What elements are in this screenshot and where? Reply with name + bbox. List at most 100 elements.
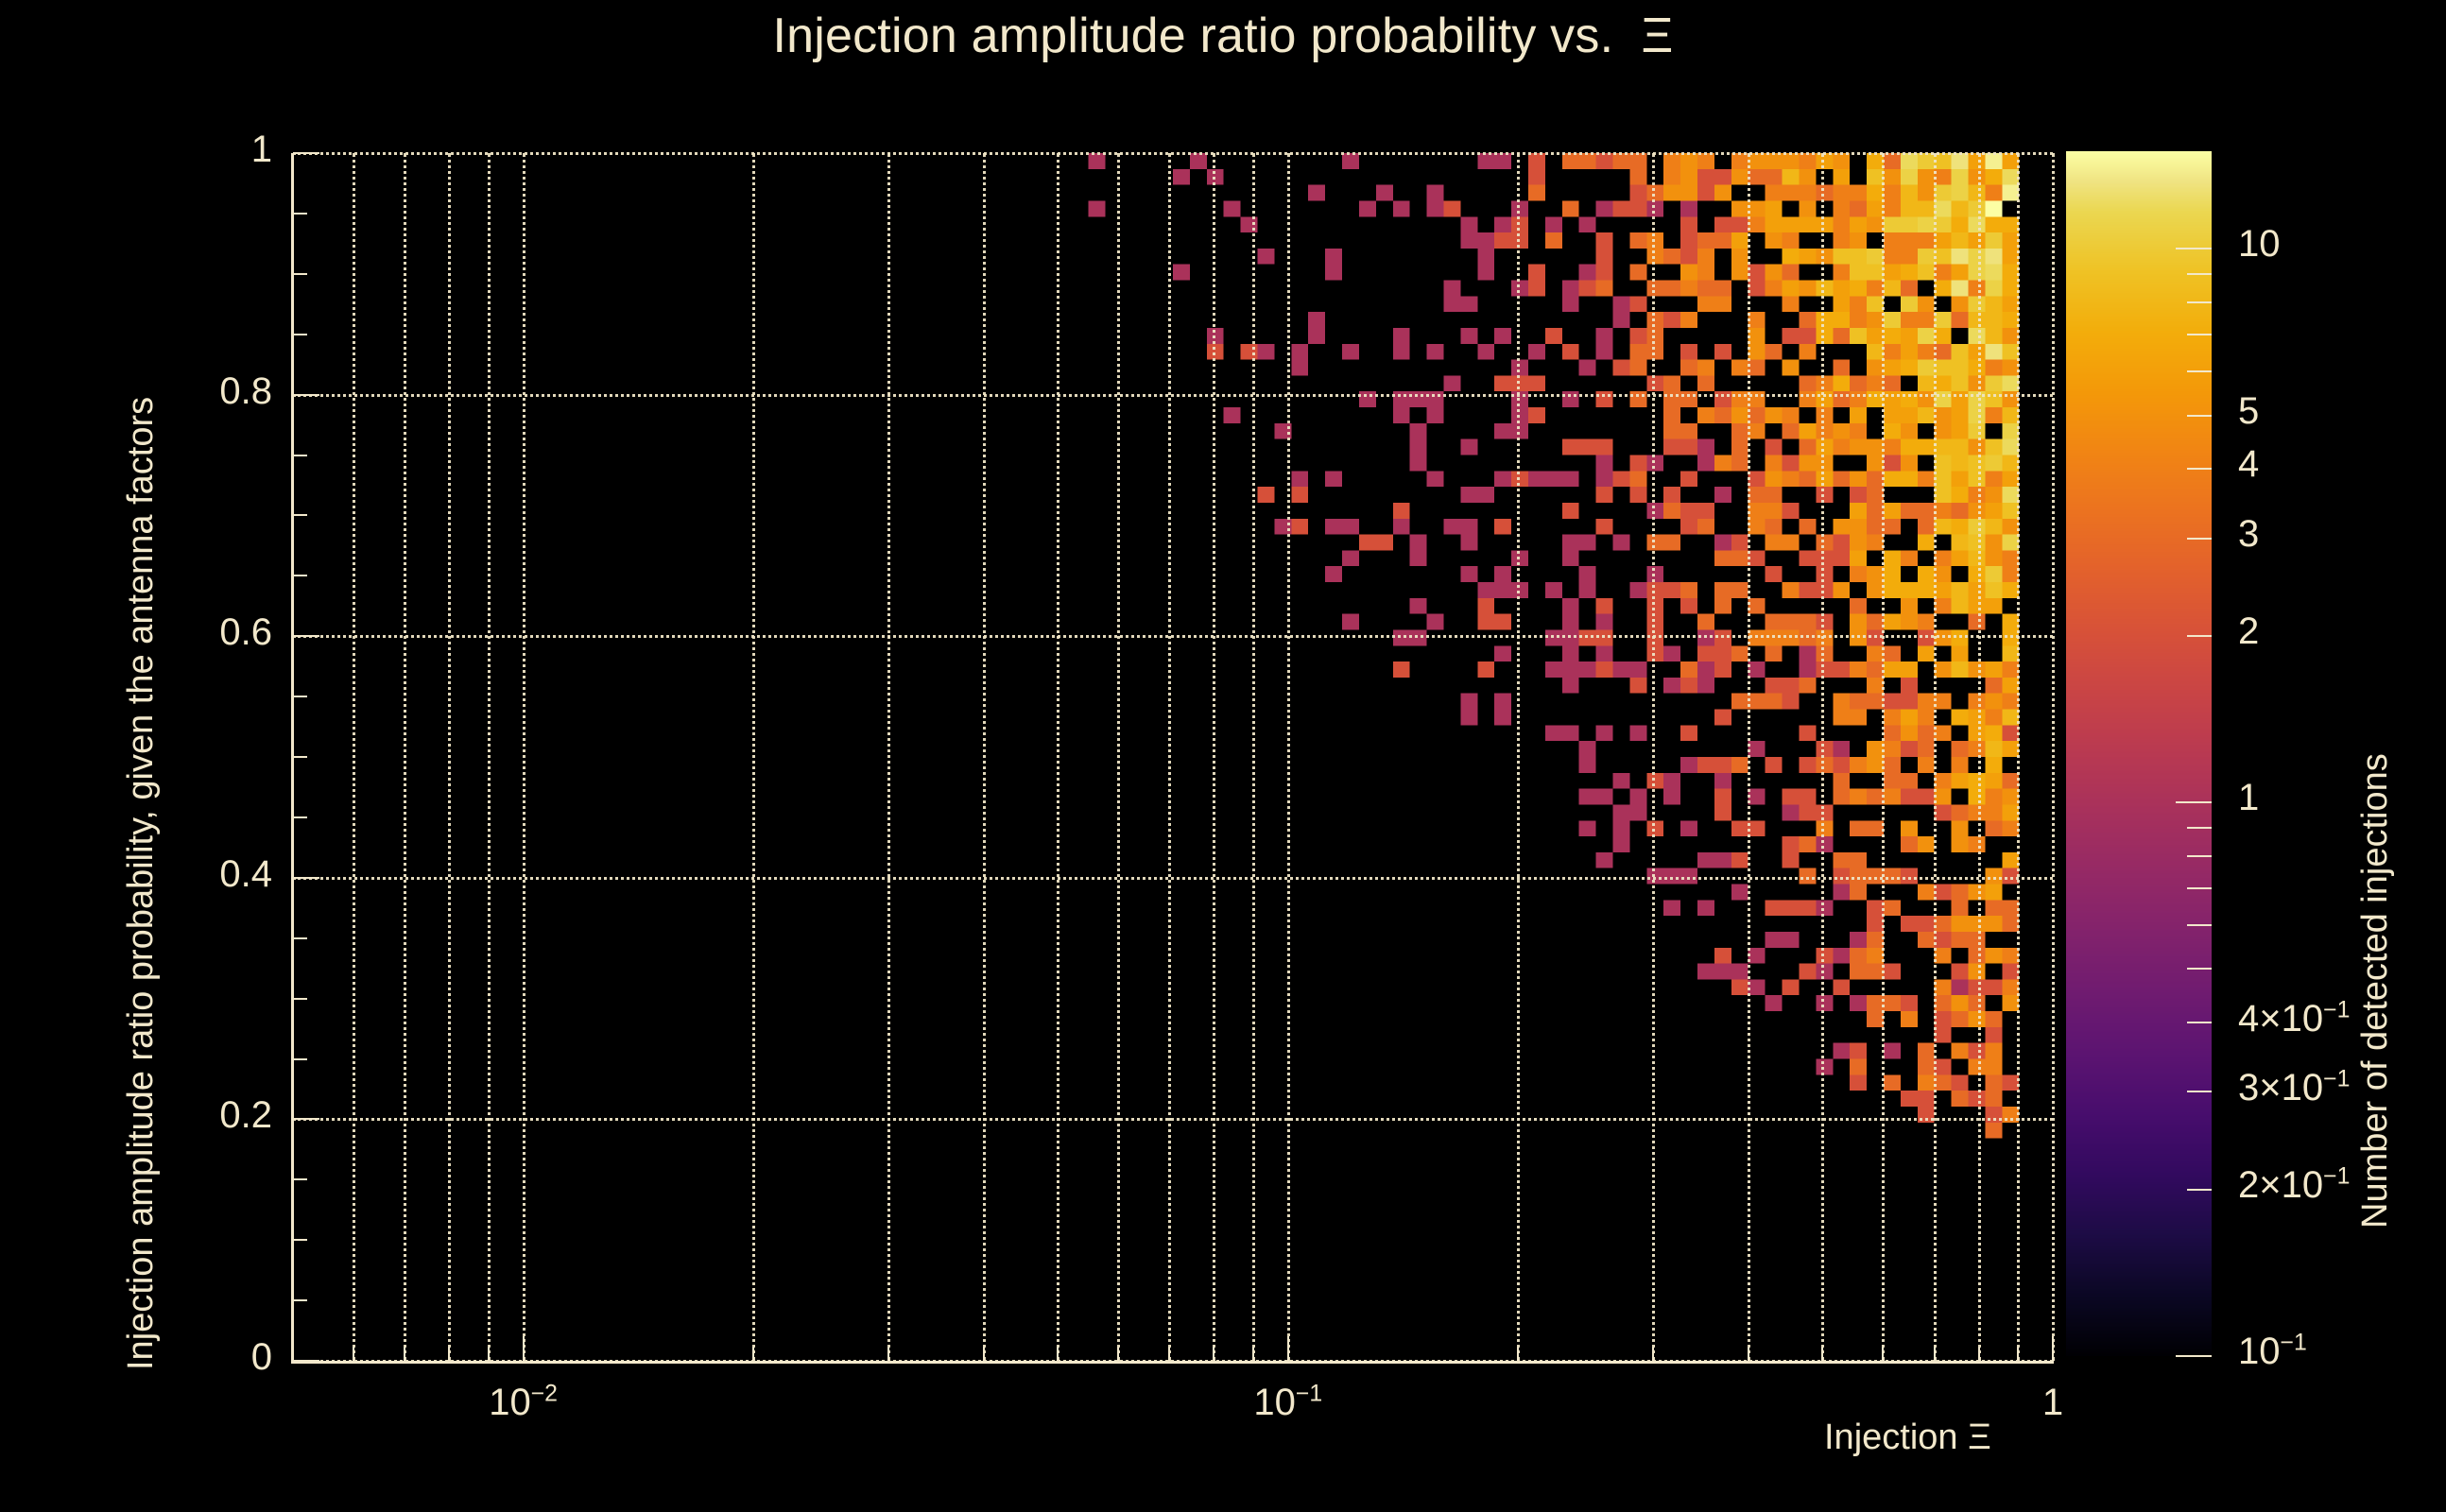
x-tick <box>404 1347 406 1361</box>
colorbar-tick <box>2187 886 2212 889</box>
grid-line-x-2 <box>2052 153 2055 1361</box>
x-tick <box>887 1347 889 1361</box>
colorbar-tick <box>2187 537 2212 540</box>
y-tick-minor <box>293 936 307 939</box>
colorbar-tick <box>2187 414 2212 417</box>
y-tick-minor <box>293 1299 307 1302</box>
y-tick-major-1 <box>293 1118 319 1121</box>
colorbar-tick <box>2187 924 2212 927</box>
x-tick <box>353 1347 355 1361</box>
colorbar-tick <box>2187 968 2212 971</box>
y-tick-label-2: 0.4 <box>219 852 272 895</box>
colorbar-tick <box>2187 1022 2212 1024</box>
colorbar-tick <box>2187 468 2212 471</box>
y-tick-minor <box>293 454 307 456</box>
colorbar-tick-label-1: 5 <box>2238 389 2260 432</box>
grid-line-x-minor <box>982 153 986 1361</box>
grid-line-x-minor <box>487 153 491 1361</box>
y-tick-major-4 <box>293 393 319 396</box>
grid-line-x-minor <box>1821 153 1825 1361</box>
grid-line-x-minor <box>1251 153 1255 1361</box>
colorbar-tick <box>2187 1188 2212 1191</box>
colorbar-tick-label-7: 3×10−1 <box>2238 1066 2351 1108</box>
colorbar-tick <box>2187 1091 2212 1093</box>
x-tick <box>1977 1347 1980 1361</box>
axis-left <box>291 153 294 1364</box>
x-tick <box>1213 1347 1215 1361</box>
colorbar-tick <box>2176 248 2212 250</box>
y-tick-minor <box>293 212 307 215</box>
colorbar-tick-label-6: 4×10−1 <box>2238 997 2351 1040</box>
colorbar-tick-label-5: 1 <box>2238 777 2260 819</box>
grid-line-x-minor <box>1882 153 1886 1361</box>
y-tick-minor <box>293 272 307 275</box>
x-axis-title: Injection Ξ <box>1824 1418 1991 1457</box>
colorbar-tick-label-3: 3 <box>2238 512 2260 555</box>
grid-line-x-minor <box>353 153 356 1361</box>
colorbar-tick <box>2176 801 2212 804</box>
grid-line-x-minor <box>404 153 407 1361</box>
y-tick-minor <box>293 1057 307 1060</box>
colorbar-tick <box>2187 826 2212 829</box>
y-tick-minor <box>293 756 307 758</box>
colorbar-tick-label-0: 10 <box>2238 223 2281 266</box>
x-tick <box>448 1347 451 1361</box>
colorbar-tick <box>2187 272 2212 275</box>
x-tick <box>1882 1347 1885 1361</box>
grid-line-x-minor <box>1117 153 1121 1361</box>
colorbar-tick-label-4: 2 <box>2238 610 2260 652</box>
y-tick-minor <box>293 696 307 698</box>
colorbar-tick-label-2: 4 <box>2238 443 2260 486</box>
y-tick-minor <box>293 575 307 577</box>
grid-line-x-minor <box>1977 153 1981 1361</box>
x-tick <box>982 1347 985 1361</box>
grid-line-y-1 <box>293 1118 2053 1122</box>
x-tick <box>1168 1347 1171 1361</box>
plot-title: Injection amplitude ratio probability vs… <box>772 9 1674 63</box>
x-tick-label-0: 10−2 <box>489 1382 558 1424</box>
y-tick-minor <box>293 333 307 335</box>
x-tick <box>1747 1347 1749 1361</box>
x-tick <box>1821 1347 1824 1361</box>
x-tick <box>1933 1347 1936 1361</box>
colorbar <box>2066 151 2212 1356</box>
colorbar-tick <box>2187 301 2212 303</box>
heatmap-canvas <box>293 153 2053 1361</box>
x-tick <box>522 1336 525 1361</box>
x-tick <box>487 1347 490 1361</box>
grid-line-x-minor <box>1057 153 1060 1361</box>
colorbar-tick-label-9: 10−1 <box>2238 1331 2307 1373</box>
x-tick <box>2052 1336 2054 1361</box>
grid-line-x-minor <box>752 153 756 1361</box>
x-tick <box>1057 1347 1059 1361</box>
axis-bottom <box>291 1361 2054 1364</box>
y-tick-minor <box>293 997 307 1000</box>
y-tick-minor <box>293 816 307 818</box>
grid-line-y-3 <box>293 635 2053 639</box>
grid-line-y-2 <box>293 876 2053 880</box>
grid-line-x-minor <box>2016 153 2020 1361</box>
colorbar-tick <box>2187 370 2212 373</box>
grid-line-x-minor <box>1933 153 1937 1361</box>
x-tick-label-2: 1 <box>2041 1382 2064 1423</box>
colorbar-tick <box>2176 1355 2212 1357</box>
colorbar-tick <box>2187 634 2212 637</box>
colorbar-tick-label-8: 2×10−1 <box>2238 1163 2351 1206</box>
colorbar-gradient <box>2066 151 2212 1356</box>
y-tick-major-5 <box>293 152 319 154</box>
y-tick-label-5: 1 <box>250 129 272 170</box>
y-tick-minor <box>293 1239 307 1242</box>
y-tick-major-2 <box>293 876 319 879</box>
x-tick <box>2016 1347 2019 1361</box>
grid-line-y-5 <box>293 152 2053 155</box>
grid-line-x-0 <box>522 153 525 1361</box>
grid-line-x-minor <box>1213 153 1216 1361</box>
y-tick-minor <box>293 514 307 517</box>
y-tick-label-0: 0 <box>250 1336 272 1378</box>
grid-line-x-minor <box>1168 153 1172 1361</box>
y-tick-major-3 <box>293 635 319 638</box>
x-tick <box>1251 1347 1254 1361</box>
x-tick <box>1517 1347 1520 1361</box>
y-tick-label-4: 0.8 <box>219 369 272 412</box>
colorbar-title: Number of detected injections <box>2355 753 2395 1228</box>
